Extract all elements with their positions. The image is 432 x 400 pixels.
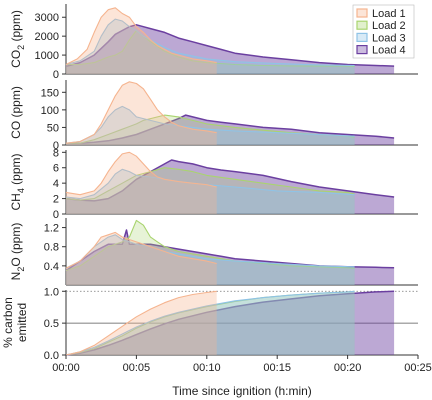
y-axis-label-subscript: 2 [16,267,26,272]
y-tick-label: 0 [53,69,59,81]
x-axis-label: Time since ignition (h:min) [172,384,312,398]
y-axis-label: CO (ppm) [9,86,23,139]
y-tick-label: 0.8 [44,242,59,254]
y-tick-label: 6 [53,163,59,175]
y-tick-label: 3000 [35,12,59,24]
series-area-load-3 [66,169,355,214]
legend-swatch-load-4 [356,44,368,55]
y-axis-label-part: CO (ppm) [9,86,23,139]
x-axis: 00:00 00:05 00:10 00:15 00:20 00:25 Time since… [52,355,432,398]
y-tick-label: 2000 [35,31,59,43]
panel-4: 0.4 0.8 1.2 N2O (ppm) [9,218,418,286]
y-axis-label-subscript: 4 [16,188,26,193]
series-line-load-2 [65,219,355,272]
series-area-load-2 [66,167,355,214]
panel-2: 0 50 100 150 CO (ppm) [9,80,418,152]
y-axis-label: CO2 (ppm) [9,10,26,68]
series-area-load-1 [66,232,217,285]
y-axis-label-part: (ppm) [9,153,23,188]
y-tick-label: 0.5 [44,318,59,330]
y-tick-label: 100 [41,105,59,117]
series-area-load-3 [66,234,355,285]
y-axis-label: N2O (ppm) [9,223,26,281]
x-tick-label: 00:05 [123,362,151,374]
series-line-load-2 [66,29,355,67]
series-area-load-2 [66,220,355,285]
legend-label-load-1: Load 1 [372,8,406,20]
y-tick-label: 1.0 [44,286,59,298]
legend-label-load-2: Load 2 [372,20,406,32]
series-line-load-1 [65,231,217,269]
y-tick-label: 0.4 [44,261,59,273]
y-tick-label: 1000 [35,50,59,62]
series-area-load-1 [66,81,217,145]
series-area-load-1 [66,7,217,74]
series-line-load-4 [66,114,395,144]
series-area-load-3 [66,19,355,75]
series-area-load-2 [66,291,355,355]
series-line-load-4 [65,290,395,356]
x-tick-label: 00:00 [52,362,80,374]
series-line-load-3 [65,18,355,67]
series-area-load-2 [66,115,355,145]
series-line-load-1 [65,81,217,144]
series-line-load-2 [65,167,355,201]
series-line-load-1 [65,290,217,356]
series-area-load-3 [66,106,355,145]
series-line-load-4 [65,24,395,68]
y-axis-label-part: O (ppm) [9,223,23,267]
y-axis-label-part: (ppm) [9,10,23,45]
y-axis-label-subscript: 2 [16,45,26,50]
y-axis-label: emitted [15,303,29,342]
legend-label-load-3: Load 3 [372,32,406,44]
series-line-load-3 [65,105,355,144]
y-tick-label: 150 [41,87,59,99]
y-tick-label: 0 [53,209,59,221]
x-tick-label: 00:20 [334,362,362,374]
legend-label-load-4: Load 4 [372,45,406,57]
y-axis-label: % carbon [1,297,15,348]
panel-1: 0 1000 2000 3000 CO2 (ppm) [9,4,418,81]
series-line-load-3 [65,168,355,200]
series-area-load-4 [66,291,395,355]
legend-swatch-load-1 [356,8,368,18]
y-tick-label: 0 [53,140,59,152]
x-tick-label: 00:10 [193,362,221,374]
series-line-load-3 [65,290,355,356]
y-tick-label: 4 [53,178,59,190]
series-area-load-1 [66,152,217,214]
y-axis-label-part: CH [9,193,23,210]
legend-swatch-load-2 [356,20,368,30]
y-tick-label: 0.0 [44,350,59,362]
x-tick-label: 00:25 [404,362,432,374]
y-tick-label: 50 [47,122,59,134]
series-line-load-1 [65,151,217,196]
series-area-load-4 [66,115,395,145]
legend-swatch-load-3 [356,32,368,43]
x-tick-label: 00:15 [263,362,291,374]
y-tick-label: 1.2 [44,223,59,235]
panel-5: 0.0 0.5 1.0 % carbon emitted [1,286,418,362]
y-axis-label-part: N [9,272,23,281]
y-tick-label: 8 [53,147,59,159]
y-axis-label: CH4 (ppm) [9,153,26,210]
series-line-load-1 [65,7,217,65]
y-tick-label: 2 [53,194,59,206]
series-line-load-4 [65,159,395,202]
legend-box [352,4,415,59]
series-area-load-2 [66,30,355,74]
y-axis-label-part: CO [9,50,23,68]
series-area-load-3 [66,291,355,355]
series-area-load-4 [66,230,395,285]
